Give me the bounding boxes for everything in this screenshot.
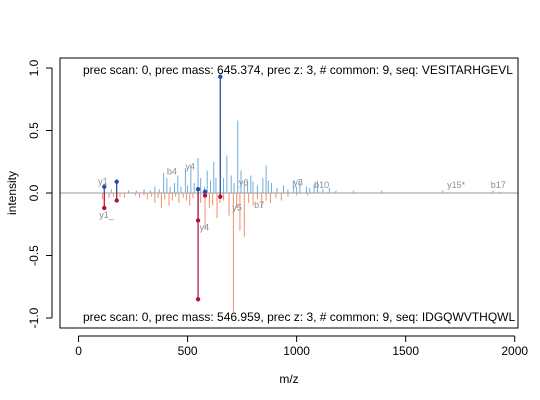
fragment-label: y1_	[99, 210, 115, 220]
fragment-label: y5	[232, 203, 242, 213]
x-tick-label: 1500	[392, 344, 419, 358]
top-spectrum-peaks	[103, 76, 500, 193]
fragment-label: y1	[98, 176, 108, 186]
bottom-matched-point	[195, 297, 201, 302]
y-tick-label: 0.0	[27, 184, 41, 201]
bottom-matched-point	[114, 198, 119, 203]
y-tick-label: -1.0	[27, 307, 41, 328]
fragment-label: y8	[293, 178, 303, 188]
fragment-label: b10	[314, 180, 329, 190]
fragment-label: y6	[239, 178, 249, 188]
fragment-label: y4	[185, 161, 195, 171]
x-tick-label: 1000	[283, 344, 310, 358]
y-axis-label: intensity	[5, 171, 19, 215]
y-tick-label: 1.0	[27, 59, 41, 76]
bottom-spectrum-peaks	[102, 193, 309, 312]
top-matched-point	[218, 74, 223, 79]
fragment-annotations: y1 b4 y4 y6 y8 b10 y15* b17 y1_ y4 y5 b7	[98, 161, 506, 232]
x-axis: 0 500 1000 1500 2000	[75, 335, 528, 358]
x-axis-label: m/z	[279, 372, 298, 386]
top-matched-point	[102, 184, 107, 189]
matched-fragment-peaks	[102, 74, 223, 302]
bottom-matched-point	[102, 205, 107, 211]
top-matched-point	[202, 189, 208, 194]
x-tick-label: 500	[178, 344, 198, 358]
fragment-label: b17	[491, 180, 506, 190]
fragment-label: b7	[254, 200, 264, 210]
plot-frame	[59, 57, 519, 329]
top-matched-point	[195, 187, 201, 192]
x-tick-label: 0	[75, 344, 82, 358]
fragment-label: y4	[200, 223, 210, 233]
bottom-matched-point	[202, 193, 208, 198]
y-tick-label: 0.5	[27, 122, 41, 139]
y-axis: -1.0 -0.5 0.0 0.5 1.0	[27, 59, 53, 328]
fragment-label: y15*	[447, 180, 466, 190]
bottom-spectrum-caption: prec scan: 0, prec mass: 546.959, prec z…	[83, 310, 515, 324]
top-spectrum-caption: prec scan: 0, prec mass: 645.374, prec z…	[83, 63, 513, 77]
bottom-matched-point	[218, 194, 223, 199]
top-matched-point	[114, 179, 119, 184]
fragment-label: b4	[167, 166, 177, 176]
x-tick-label: 2000	[501, 344, 528, 358]
y-tick-label: -0.5	[27, 245, 41, 266]
